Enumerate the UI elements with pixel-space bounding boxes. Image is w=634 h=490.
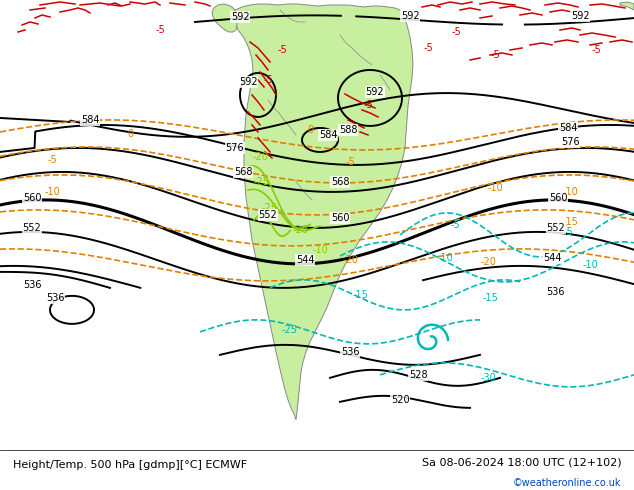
Text: -5: -5 [591,45,601,55]
Text: Height/Temp. 500 hPa [gdmp][°C] ECMWF: Height/Temp. 500 hPa [gdmp][°C] ECMWF [13,460,247,470]
Text: ©weatheronline.co.uk: ©weatheronline.co.uk [513,478,621,488]
Text: 560: 560 [549,193,567,203]
Text: -25: -25 [282,325,298,335]
Text: -20: -20 [480,257,496,267]
Text: 560: 560 [23,193,41,203]
Text: -10: -10 [44,187,60,197]
Text: 0: 0 [127,129,133,139]
Text: -25: -25 [262,203,278,213]
Text: -10: -10 [312,245,328,255]
Text: -20: -20 [292,225,308,235]
Text: -10: -10 [437,253,453,263]
Text: -5: -5 [263,75,273,85]
Text: 536: 536 [340,347,359,357]
Text: 544: 544 [295,255,314,265]
Text: 552: 552 [547,223,566,233]
Text: -5: -5 [363,100,373,110]
Text: -10: -10 [487,183,503,193]
Text: -5: -5 [47,155,57,165]
Text: Sa 08-06-2024 18:00 UTC (12+102): Sa 08-06-2024 18:00 UTC (12+102) [422,458,621,467]
Text: 528: 528 [409,370,427,380]
Text: -5: -5 [451,27,461,37]
Text: -5: -5 [345,157,355,167]
Text: 544: 544 [543,253,561,263]
Text: 576: 576 [226,143,244,153]
Text: -5: -5 [490,50,500,60]
Text: -10: -10 [562,187,578,197]
Text: 568: 568 [331,177,349,187]
Text: -15: -15 [482,293,498,303]
Text: 584: 584 [559,123,577,133]
Text: 552: 552 [259,210,278,220]
Text: -30: -30 [480,373,496,383]
Text: -5: -5 [277,45,287,55]
Text: 576: 576 [560,137,579,147]
Text: -15: -15 [562,217,578,227]
Text: 592: 592 [238,77,257,87]
Text: 592: 592 [366,87,384,97]
Text: 568: 568 [234,167,252,177]
Text: -5: -5 [423,43,433,53]
Text: 520: 520 [391,395,410,405]
Text: 536: 536 [546,287,564,297]
Text: 536: 536 [23,280,41,290]
Text: -25: -25 [254,177,270,187]
Text: -5: -5 [450,220,460,230]
Text: 560: 560 [331,213,349,223]
Text: 584: 584 [81,115,100,125]
Text: 0: 0 [307,125,313,135]
Text: 592: 592 [401,11,419,21]
Text: -15: -15 [352,290,368,300]
Text: 536: 536 [46,293,64,303]
Text: 552: 552 [23,223,41,233]
Text: 592: 592 [231,12,249,22]
Text: 592: 592 [571,11,590,21]
Polygon shape [620,2,634,10]
Text: -5: -5 [563,227,573,237]
Text: 588: 588 [339,125,357,135]
Text: 584: 584 [319,130,337,140]
Polygon shape [235,4,413,420]
Polygon shape [212,4,237,32]
Text: -10: -10 [582,260,598,270]
Text: -5: -5 [155,25,165,35]
Text: -20: -20 [342,255,358,265]
Text: -20: -20 [252,152,268,162]
